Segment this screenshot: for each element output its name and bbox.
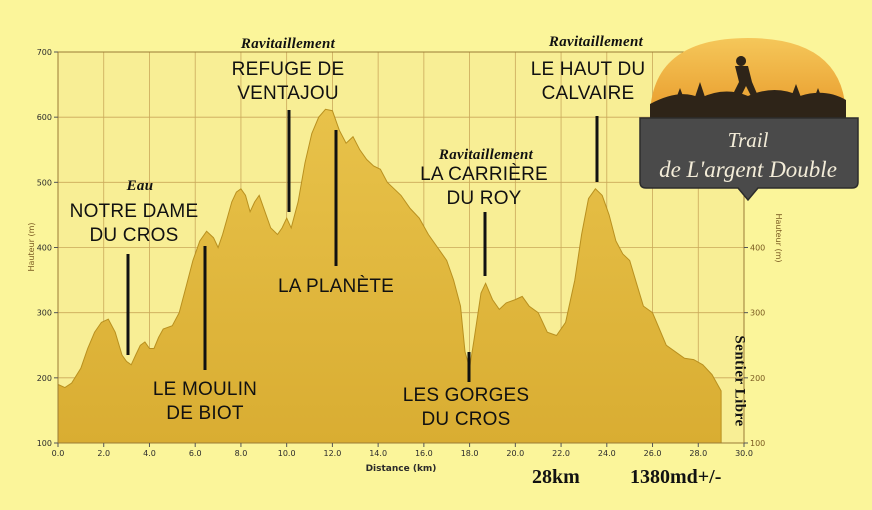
- x-tick-label: 14.0: [369, 449, 387, 458]
- y-tick-label: 200: [37, 374, 52, 383]
- y-axis-ticks: 100 200 300 400 500 600 700: [37, 48, 58, 448]
- annotation-label-gorges: LES GORGES DU CROS: [402, 385, 530, 430]
- x-tick-label: 26.0: [644, 449, 662, 458]
- x-tick-label: 8.0: [235, 449, 248, 458]
- sentier-libre-label: Sentier Libre: [728, 318, 750, 444]
- x-tick-label: 16.0: [415, 449, 433, 458]
- y-tick-label: 600: [37, 113, 52, 122]
- logo-title-line2: de L'argent Double: [659, 157, 837, 182]
- annotation-header-calvaire: Ravitaillement: [548, 34, 644, 50]
- x-tick-label: 6.0: [189, 449, 202, 458]
- trail-logo: Trail de L'argent Double: [639, 38, 859, 202]
- y-axis-right-ticks: 100 200 300 400: [744, 244, 765, 448]
- x-tick-label: 22.0: [552, 449, 570, 458]
- x-tick-label: 24.0: [598, 449, 616, 458]
- annotation-label-calvaire: LE HAUT DU CALVAIRE: [530, 59, 646, 104]
- annotation-label-notre-dame: NOTRE DAME DU CROS: [69, 201, 199, 246]
- annotation-header-notre-dame: Eau: [126, 178, 154, 194]
- y-tick-label: 300: [37, 309, 52, 318]
- x-axis-label: Distance (km): [366, 464, 437, 474]
- annotation-label-refuge: REFUGE DE VENTAJOU: [231, 59, 345, 104]
- x-axis-ticks: 0.0 2.0 4.0 6.0 8.0 10.0 12.0 14.0 16.0 18.0 20.0 2…: [52, 443, 753, 458]
- annotation-label-carriere: LA CARRIÈRE DU ROY: [420, 164, 548, 209]
- y-tick-label: 700: [37, 48, 52, 57]
- annotation-header-carriere: Ravitaillement: [438, 147, 534, 163]
- total-elevation: 1380md+/-: [630, 466, 722, 488]
- annotation-label-moulin: LE MOULIN DE BIOT: [152, 379, 258, 424]
- annotation-header-refuge: Ravitaillement: [240, 36, 336, 52]
- x-tick-label: 28.0: [689, 449, 707, 458]
- x-tick-label: 18.0: [461, 449, 479, 458]
- y-right-tick-label: 400: [750, 244, 765, 253]
- x-tick-label: 0.0: [52, 449, 65, 458]
- sentier-libre-text: Sentier Libre: [731, 335, 748, 427]
- y-tick-label: 500: [37, 178, 52, 187]
- y-right-tick-label: 100: [750, 439, 765, 448]
- x-tick-label: 30.0: [735, 449, 753, 458]
- y-right-tick-label: 300: [750, 309, 765, 318]
- elevation-area: [57, 108, 722, 444]
- y-right-tick-label: 200: [750, 374, 765, 383]
- logo-title-line1: Trail: [728, 128, 769, 152]
- y-tick-label: 400: [37, 244, 52, 253]
- x-tick-label: 10.0: [278, 449, 296, 458]
- logo-runner-icon: [732, 56, 758, 98]
- x-tick-label: 20.0: [506, 449, 524, 458]
- annotation-label-planete: LA PLANÈTE: [277, 276, 395, 297]
- y-tick-label: 100: [37, 439, 52, 448]
- logo-trees: [674, 82, 824, 104]
- logo-banner: [639, 117, 859, 202]
- y-axis-right-label: Hauteur (m): [774, 214, 783, 263]
- total-distance: 28km: [532, 466, 580, 488]
- x-tick-label: 12.0: [323, 449, 341, 458]
- x-tick-label: 2.0: [97, 449, 110, 458]
- pointer-lines: [126, 110, 599, 382]
- x-tick-label: 4.0: [143, 449, 156, 458]
- y-axis-label: Hauteur (m): [27, 223, 36, 272]
